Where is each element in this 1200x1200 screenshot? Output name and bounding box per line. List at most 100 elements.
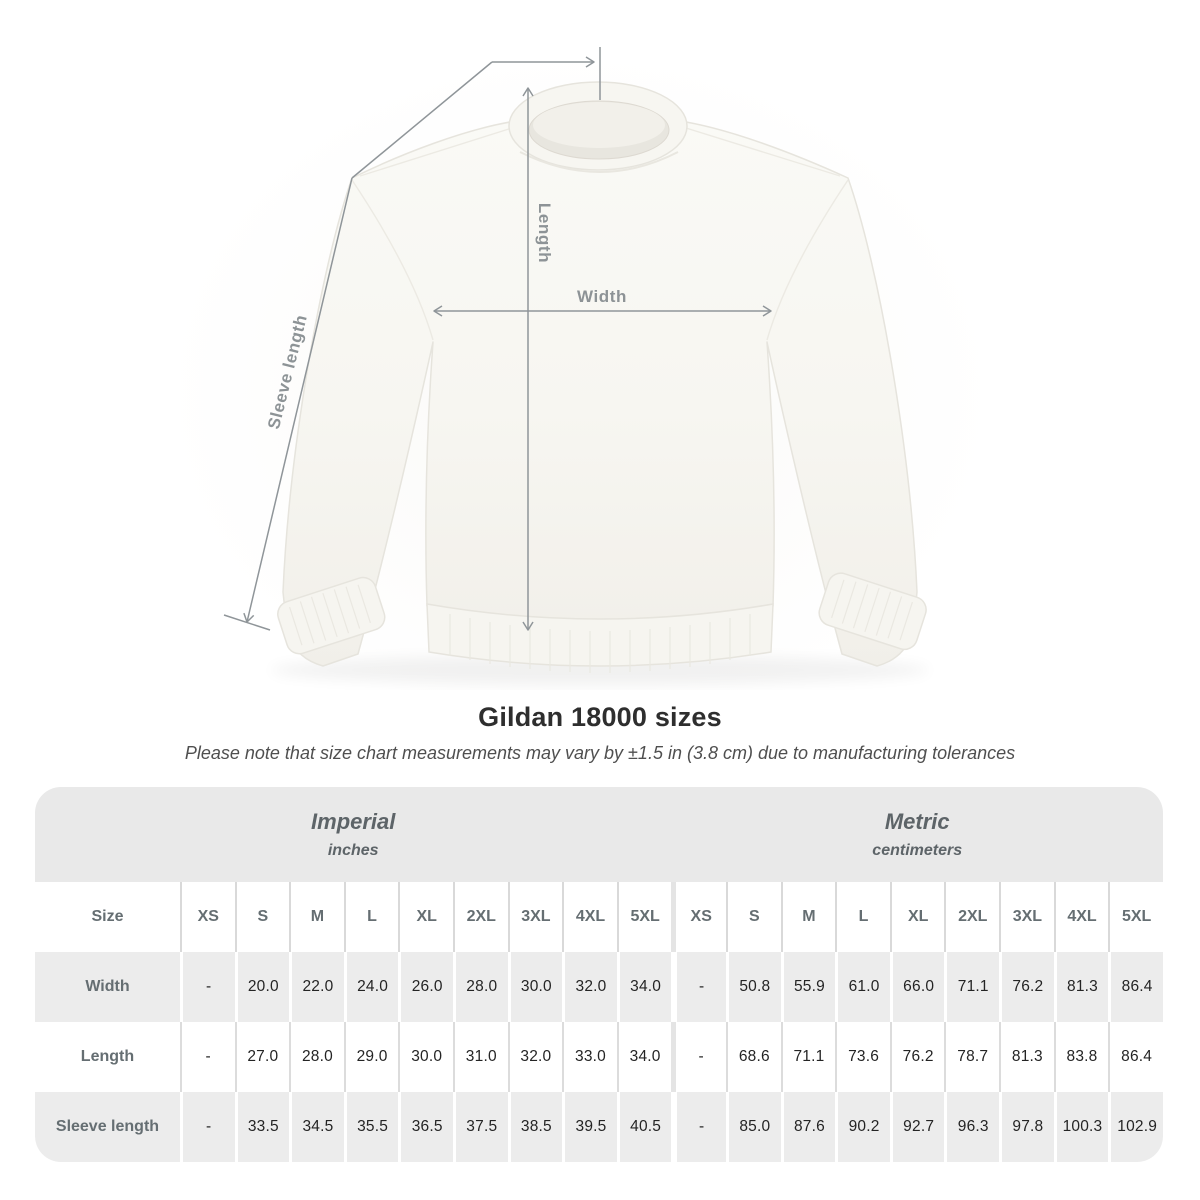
- measurement-cell: 27.0: [234, 1022, 290, 1092]
- row-label: Width: [85, 978, 130, 995]
- arrowhead-right: [585, 56, 595, 68]
- measurement-cell: 20.0: [234, 952, 290, 1022]
- collar: [508, 81, 688, 173]
- waistband: [426, 603, 774, 673]
- size-col-header: M: [289, 882, 344, 952]
- measurement-cell: 38.5: [507, 1092, 563, 1162]
- metric-group-unit: centimeters: [872, 842, 963, 859]
- measurement-cell: 81.3: [1053, 952, 1109, 1022]
- sweatshirt-illustration: [180, 30, 980, 690]
- arrowhead-left: [433, 305, 443, 317]
- size-table: Imperial inches Metric centimeters Size …: [35, 787, 1163, 1162]
- corner-label: Size: [35, 882, 180, 952]
- measurement-cell: 78.7: [944, 1022, 999, 1092]
- imperial-group-header: Imperial inches: [35, 787, 672, 882]
- arrowhead-up: [522, 87, 534, 97]
- measurement-cell: 34.0: [616, 952, 672, 1022]
- right-cuff: [818, 572, 927, 651]
- measurement-cell: 83.8: [1053, 1022, 1109, 1092]
- size-table-grid: Imperial inches Metric centimeters Size …: [35, 787, 1163, 1162]
- measurement-cell: 61.0: [835, 952, 890, 1022]
- size-col-header: 4XL: [562, 882, 617, 952]
- measurement-cell: 102.9: [1108, 1092, 1163, 1162]
- size-col-header: L: [343, 882, 399, 952]
- size-col-header: 3XL: [507, 882, 563, 952]
- left-cuff: [277, 576, 386, 655]
- measurement-cell: -: [671, 952, 726, 1022]
- size-col-header: 3XL: [999, 882, 1054, 952]
- size-col-header: XS: [671, 882, 727, 952]
- size-col-header: 2XL: [944, 882, 1000, 952]
- measurement-cell: 26.0: [398, 952, 453, 1022]
- measurement-cell: 37.5: [452, 1092, 508, 1162]
- table-row-width: Width - 20.0 22.0 24.0 26.0 28.0 30.0 32…: [35, 952, 1163, 1022]
- table-row-length: Length - 27.0 28.0 29.0 30.0 31.0 32.0 3…: [35, 1022, 1163, 1092]
- measurement-lines: [223, 47, 772, 631]
- measurement-cell: 71.1: [780, 1022, 836, 1092]
- measurement-cell: 81.3: [999, 1022, 1054, 1092]
- measurement-cell: 28.0: [289, 1022, 344, 1092]
- metric-group-title: Metric: [884, 809, 950, 834]
- width-annotation-label: Width: [576, 287, 628, 306]
- measurement-cell: 90.2: [835, 1092, 890, 1162]
- size-col-header: M: [780, 882, 836, 952]
- size-col-header: XL: [889, 882, 945, 952]
- measurement-cell: 55.9: [780, 952, 836, 1022]
- measurement-cell: 73.6: [835, 1022, 890, 1092]
- size-header-row: Size XS S M L XL 2XL 3XL 4XL 5XL XS S M …: [35, 882, 1163, 952]
- measurement-cell: 87.6: [780, 1092, 836, 1162]
- measurement-cell: 29.0: [343, 1022, 399, 1092]
- arrowhead-down: [522, 621, 534, 631]
- size-col-header: 5XL: [616, 882, 672, 952]
- unit-group-header-row: Imperial inches Metric centimeters: [35, 787, 1163, 882]
- measurement-cell: 85.0: [726, 1092, 781, 1162]
- measurement-cell: 35.5: [343, 1092, 399, 1162]
- measurement-cell: 32.0: [562, 952, 617, 1022]
- sleeve-shoulder-line: [351, 61, 493, 179]
- measurement-cell: 22.0: [289, 952, 344, 1022]
- measurement-cell: 30.0: [398, 1022, 453, 1092]
- size-col-header: S: [726, 882, 781, 952]
- size-col-header: 2XL: [452, 882, 508, 952]
- measurement-cell: 33.5: [234, 1092, 290, 1162]
- floor-shadow: [270, 655, 930, 685]
- tolerance-note: Please note that size chart measurements…: [184, 743, 1016, 763]
- metric-group-header: Metric centimeters: [671, 787, 1163, 882]
- measurement-cell: 40.5: [616, 1092, 672, 1162]
- measurement-cell: 76.2: [889, 1022, 945, 1092]
- measurement-cell: -: [179, 1092, 235, 1162]
- measurement-cell: 97.8: [999, 1092, 1054, 1162]
- seam-lines: [351, 127, 849, 341]
- measurement-cell: -: [179, 952, 235, 1022]
- measurement-cell: 36.5: [398, 1092, 453, 1162]
- size-col-header: 5XL: [1108, 882, 1163, 952]
- size-col-header: XL: [398, 882, 453, 952]
- size-col-header: L: [835, 882, 890, 952]
- measurement-cell: 24.0: [343, 952, 399, 1022]
- table-row-sleeve-length: Sleeve length - 33.5 34.5 35.5 36.5 37.5…: [35, 1092, 1163, 1162]
- measurement-cell: 50.8: [726, 952, 781, 1022]
- measurement-cell: 28.0: [452, 952, 508, 1022]
- size-col-header: S: [234, 882, 290, 952]
- measurement-cell: -: [179, 1022, 235, 1092]
- page-title: Gildan 18000 sizes: [478, 702, 722, 732]
- size-col-header: 4XL: [1053, 882, 1109, 952]
- measurement-cell: 66.0: [889, 952, 945, 1022]
- measurement-cell: 33.0: [562, 1022, 617, 1092]
- measurement-cell: 100.3: [1053, 1092, 1109, 1162]
- measurement-cell: 68.6: [726, 1022, 781, 1092]
- arrowhead-right2: [762, 305, 772, 317]
- row-label: Length: [80, 1048, 135, 1065]
- length-annotation-label: Length: [535, 202, 554, 264]
- measurement-cell: -: [671, 1092, 726, 1162]
- sweatshirt-body: [282, 97, 918, 667]
- measurement-cell: 86.4: [1108, 952, 1163, 1022]
- size-col-header: XS: [179, 882, 235, 952]
- measurement-cell: 32.0: [507, 1022, 563, 1092]
- measurement-cell: 96.3: [944, 1092, 999, 1162]
- measurement-cell: 86.4: [1108, 1022, 1163, 1092]
- imperial-group-title: Imperial: [311, 809, 396, 834]
- imperial-group-unit: inches: [327, 842, 379, 859]
- measurement-cell: 30.0: [507, 952, 563, 1022]
